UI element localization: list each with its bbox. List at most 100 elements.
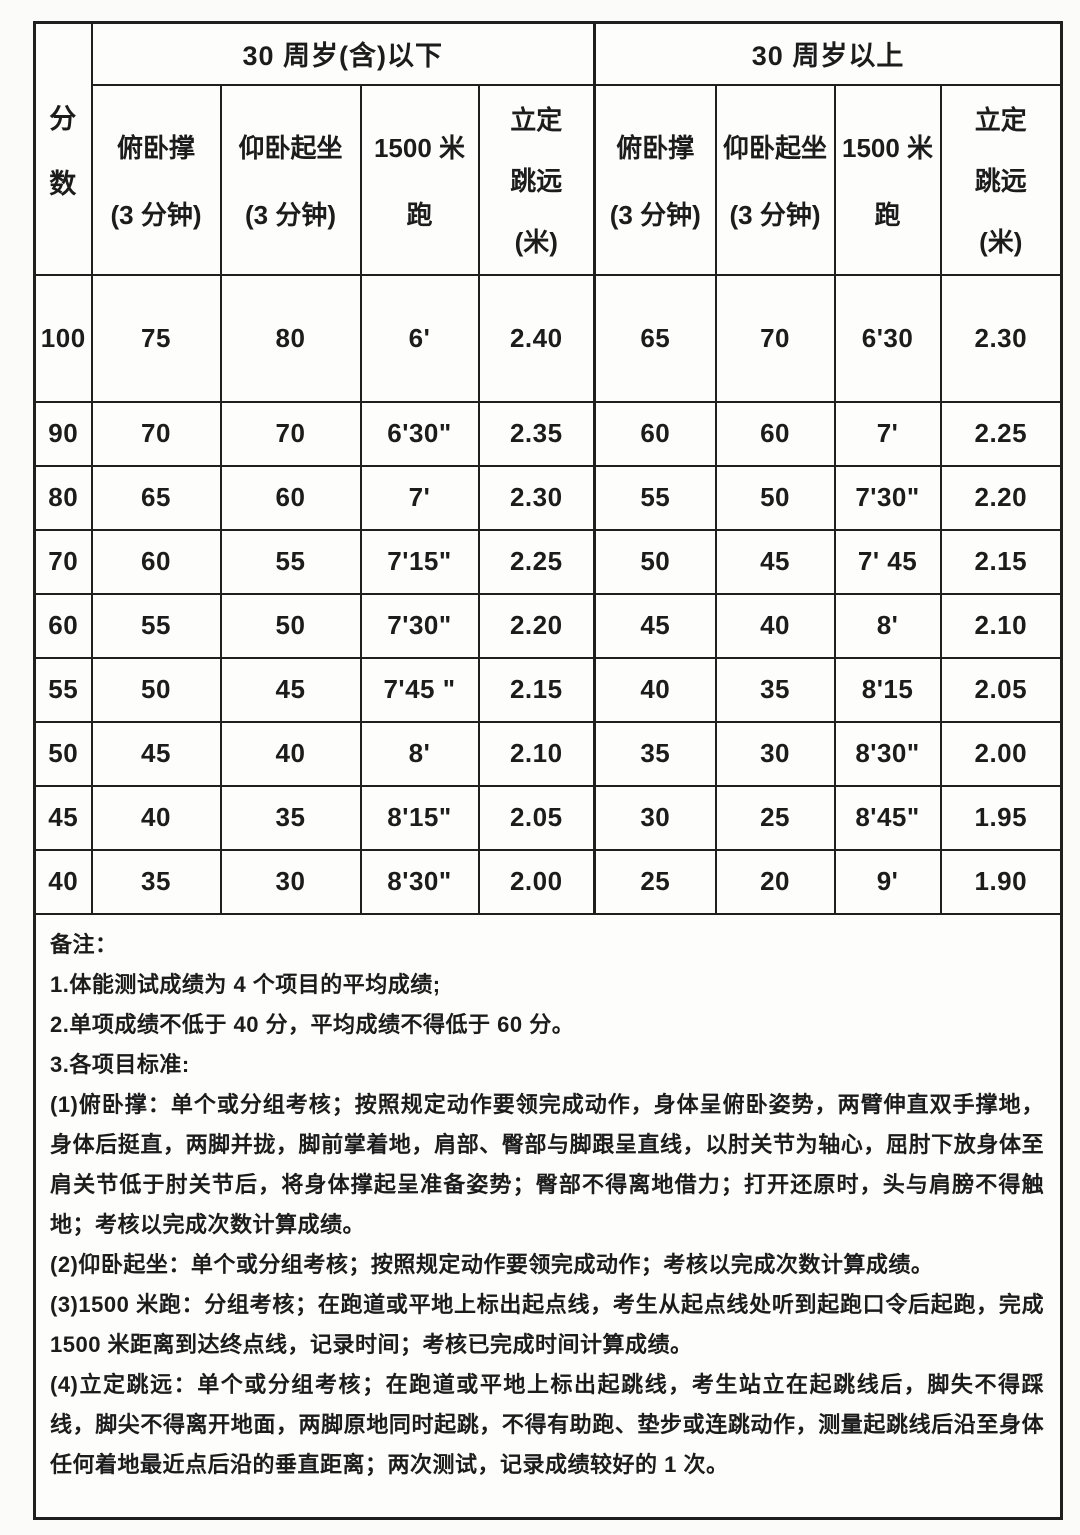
event-column-header: 立定跳远 (米) [477,83,596,276]
result-cell: 2.20 [477,592,596,659]
score-row: 70 60 55 7'15" 2.25 50 45 7' 45 2.15 [33,528,1063,595]
event-column-header-line: 跑 [406,199,433,230]
result-cell: 40 [219,720,362,787]
result-cell: 25 [593,848,717,915]
score-row: 80 65 60 7' 2.30 55 50 7'30" 2.20 [33,464,1063,531]
result-cell: 50 [219,592,362,659]
event-column-header-stack: 1500 米跑 [362,128,478,232]
result-cell: 8'15" [359,784,480,851]
notes-list: 1.体能测试成绩为 4 个项目的平均成绩; 2.单项成绩不低于 40 分，平均成绩… [50,965,1044,1485]
result-cell: 2.00 [477,848,596,915]
result-cell: 35 [90,848,222,915]
event-column-header-stack: 1500 米跑 [836,128,940,232]
event-column-header-stack: 立定 跳远 (米) [942,100,1061,259]
age-group-header-under-30: 30 周岁(含)以下 [90,21,596,86]
note-item: 2.单项成绩不低于 40 分，平均成绩不得低于 60 分。 [50,1011,575,1037]
score-cell: 60 [33,592,93,659]
result-cell: 7' [359,464,480,531]
event-column-header: 立定 跳远 (米) [939,83,1063,276]
score-cell: 90 [33,400,93,467]
event-header-row: 俯卧撑 (3 分钟) 仰卧起坐 (3 分钟) 1500 米跑 立定 跳远 (米) 俯卧撑 (3 分… [35,83,1063,276]
result-cell: 35 [593,720,717,787]
result-cell: 2.20 [939,464,1063,531]
event-column-header: 1500 米跑 [359,83,480,276]
result-cell: 6'30" [359,400,480,467]
result-cell: 8'45" [833,784,942,851]
result-cell: 75 [90,273,222,403]
result-cell: 8'30" [359,848,480,915]
score-cell: 40 [33,848,93,915]
score-header-char: 数 [49,168,78,199]
result-cell: 50 [90,656,222,723]
event-column-header-line: (3 分钟) [244,199,336,230]
note-item: (4)立定跳远：单个或分组考核；在跑道或平地上标出起跳线，考生站立在起跳线后，脚… [50,1371,1045,1477]
event-column-header-stack: 仰卧起坐 (3 分钟) [222,128,360,232]
result-cell: 7'30" [833,464,942,531]
event-column-header-line: 跳远 [510,166,563,196]
result-cell: 45 [714,528,836,595]
result-cell: 6'30 [833,273,942,403]
score-row: 40 35 30 8'30" 2.00 25 20 9' 1.90 [33,848,1063,915]
event-column-header-line: 1500 米 [841,132,934,163]
event-column-header-stack: 立定跳远 (米) [480,100,594,259]
score-table-body: 100 75 80 6' 2.40 65 70 6'30 2.30 90 70 70 6'30" 2.35… [33,273,1063,915]
result-cell: 50 [714,464,836,531]
result-cell: 35 [714,656,836,723]
result-cell: 8' [359,720,480,787]
event-column-header-stack: 仰卧起坐 (3 分钟) [717,128,834,232]
note-item: (1)俯卧撑：单个或分组考核；按照规定动作要领完成动作，身体呈俯卧姿势，两臂伸直… [50,1091,1045,1237]
result-cell: 2.30 [477,464,596,531]
result-cell: 30 [219,848,362,915]
score-cell: 100 [33,273,93,403]
event-column-header-line: (米) [979,227,1023,257]
result-cell: 35 [219,784,362,851]
score-header-char: 分 [49,103,78,134]
event-column-header-line: 仰卧起坐 [238,132,343,163]
score-column-header: 分 数 [33,21,93,276]
result-cell: 2.25 [477,528,596,595]
event-column-header-line: 俯卧撑 [616,132,695,163]
result-cell: 30 [714,720,836,787]
event-column-header-line: (3 分钟) [110,199,202,230]
note-item: (3)1500 米跑：分组考核；在跑道或平地上标出起点线，考生从起点线处听到起跑… [50,1291,1045,1357]
event-column-header-line: (米) [514,227,558,257]
result-cell: 50 [593,528,717,595]
event-column-header-stack: 俯卧撑 (3 分钟) [93,128,220,232]
event-column-header-line: 立定 [510,105,563,135]
result-cell: 80 [219,273,362,403]
result-cell: 2.00 [939,720,1063,787]
score-cell: 80 [33,464,93,531]
result-cell: 55 [593,464,717,531]
age-group-header-over-30: 30 周岁以上 [593,21,1063,86]
event-column-header-line: 1500 米 [373,132,466,163]
result-cell: 7'15" [359,528,480,595]
result-cell: 40 [90,784,222,851]
result-cell: 8' [833,592,942,659]
result-cell: 1.90 [939,848,1063,915]
score-row: 90 70 70 6'30" 2.35 60 60 7' 2.25 [33,400,1063,467]
result-cell: 60 [593,400,717,467]
result-cell: 2.05 [477,784,596,851]
notes-row: 备注： 1.体能测试成绩为 4 个项目的平均成绩; 2.单项成绩不低于 40 分，… [33,912,1063,1519]
event-column-header-line: (3 分钟) [729,199,821,230]
result-cell: 65 [593,273,717,403]
result-cell: 2.05 [939,656,1063,723]
score-cell: 50 [33,720,93,787]
result-cell: 40 [593,656,717,723]
result-cell: 2.15 [477,656,596,723]
note-item: 3.各项目标准: [50,1051,190,1077]
result-cell: 45 [219,656,362,723]
score-cell: 55 [33,656,93,723]
result-cell: 25 [714,784,836,851]
result-cell: 40 [714,592,836,659]
score-row: 45 40 35 8'15" 2.05 30 25 8'45" 1.95 [33,784,1063,851]
notes-title: 备注： [50,931,118,957]
result-cell: 6' [359,273,480,403]
score-row: 100 75 80 6' 2.40 65 70 6'30 2.30 [33,273,1063,403]
result-cell: 9' [833,848,942,915]
result-cell: 30 [593,784,717,851]
result-cell: 45 [90,720,222,787]
age-group-header-row: 分 数 30 周岁(含)以下 30 周岁以上 [33,21,1063,276]
result-cell: 8'30" [833,720,942,787]
